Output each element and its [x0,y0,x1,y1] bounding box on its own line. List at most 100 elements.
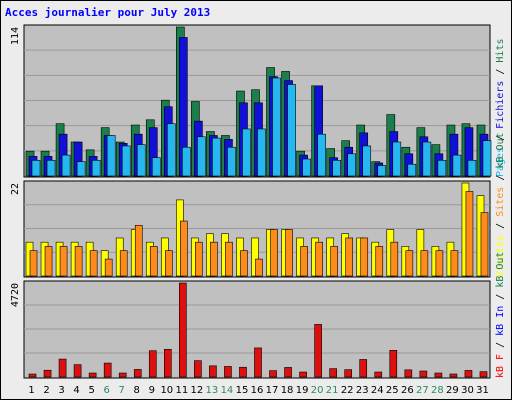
bar-pages-day-27 [422,141,432,177]
legend-item: / [495,169,506,187]
bar-kb-f-day-16 [254,347,262,378]
legend-item: kB Out [495,132,506,168]
legend-item: Sites [495,187,506,217]
x-tick-label-day-3: 3 [58,385,64,396]
legend-label-pages_files_hits: Pages / Fichiers / Hits [495,39,506,178]
bar-pages-day-6 [106,135,116,177]
bar-sites-day-28 [435,250,444,277]
bar-pages-day-5 [91,160,101,177]
bar-kb-f-day-23 [359,359,368,378]
bar-sites-day-12 [195,241,203,277]
legend-item: / [495,63,506,81]
bar-kb-f-day-14 [224,366,232,378]
bar-kb-f-day-26 [404,369,413,378]
bar-kb-f-day-5 [88,372,97,378]
bar-pages-day-24 [377,165,387,177]
bar-pages-day-22 [347,153,357,177]
legend-item: kB Out [495,252,506,288]
bar-pages-day-14 [227,146,236,177]
y-max-tick-label: 22 [10,183,21,195]
x-tick-label-day-10: 10 [160,385,173,396]
bar-sites-day-22 [345,237,354,277]
x-tick-label-day-13: 13 [206,385,219,396]
x-tick-label-day-6: 6 [103,385,109,396]
bar-sites-day-1 [29,250,38,277]
legend-item: Fichiers [495,81,506,129]
legend-item: Hits [495,39,506,63]
legend-item: kB In [495,306,506,336]
bar-kb-f-day-6 [103,362,112,378]
x-tick-label-day-12: 12 [191,385,204,396]
x-tick-label-day-9: 9 [149,385,155,396]
bar-sites-day-23 [360,237,369,277]
bar-kb-f-day-19 [299,371,307,378]
legend-item: kB F [495,354,506,378]
x-tick-label-day-20: 20 [311,385,324,396]
bar-pages-day-18 [287,84,296,177]
legend-item: / [495,288,506,306]
x-tick-label-day-14: 14 [221,385,234,396]
bar-pages-day-9 [151,157,161,177]
x-tick-label-day-29: 29 [446,385,459,396]
bar-sites-day-10 [164,250,173,277]
bar-kb-f-day-9 [148,350,157,378]
bar-sites-day-30 [465,191,474,277]
bar-sites-day-11 [180,220,188,277]
bar-kb-f-day-7 [118,372,127,378]
bar-kb-f-day-2 [43,369,52,378]
legend-item: / [495,129,506,147]
bar-sites-day-5 [89,250,98,277]
x-tick-label-day-25: 25 [386,385,399,396]
bar-kb-f-day-27 [419,370,428,378]
bar-kb-f-day-8 [133,369,142,378]
x-tick-label-day-22: 22 [341,385,354,396]
bar-sites-day-19 [300,246,308,277]
bar-pages-day-2 [46,160,56,177]
x-tick-label-day-19: 19 [296,385,309,396]
bar-kb-f-day-24 [374,371,383,378]
bar-kb-f-day-22 [344,369,353,378]
legend-item: Visites [495,235,506,277]
bar-pages-day-28 [437,160,447,177]
bar-pages-day-17 [272,77,281,177]
bar-kb-f-day-18 [284,367,292,378]
bar-pages-day-26 [407,163,417,177]
y-max-tick-label: 114 [10,27,21,45]
bar-sites-day-21 [330,246,338,277]
bar-sites-day-27 [420,250,429,277]
legend-label-visits_sites: Visites / Sites / kB Out [495,132,506,277]
bar-pages-day-20 [317,133,326,177]
bar-pages-day-7 [121,145,131,177]
bar-sites-day-2 [44,246,53,277]
bar-kb-f-day-11 [179,282,187,378]
bar-kb-f-day-12 [194,360,202,378]
bar-sites-day-3 [59,246,68,277]
x-tick-label-day-21: 21 [326,385,339,396]
x-tick-label-day-5: 5 [88,385,94,396]
x-tick-label-day-15: 15 [236,385,249,396]
chart-title: Acces journalier pour July 2013 [5,6,210,19]
bar-pages-day-19 [302,158,311,177]
bar-kb-f-day-10 [163,349,172,378]
x-tick-label-day-16: 16 [251,385,264,396]
bar-pages-day-16 [257,128,266,177]
bar-pages-day-31 [482,140,492,177]
bar-pages-day-12 [197,136,206,177]
bar-pages-day-25 [392,141,402,177]
bar-sites-day-29 [450,250,459,277]
x-tick-label-day-23: 23 [356,385,369,396]
bar-sites-day-9 [149,246,158,277]
x-tick-label-day-27: 27 [416,385,429,396]
bar-kb-f-day-20 [314,324,322,378]
bar-pages-day-15 [242,128,251,177]
bar-pages-day-11 [182,146,191,177]
bar-pages-day-23 [362,145,372,177]
bar-sites-day-8 [134,224,143,277]
bar-sites-day-14 [225,241,233,277]
bar-pages-day-10 [166,123,176,177]
x-tick-label-day-1: 1 [28,385,34,396]
legend-item: / [495,217,506,235]
bar-kb-f-day-31 [479,371,488,378]
x-tick-label-day-17: 17 [266,385,279,396]
